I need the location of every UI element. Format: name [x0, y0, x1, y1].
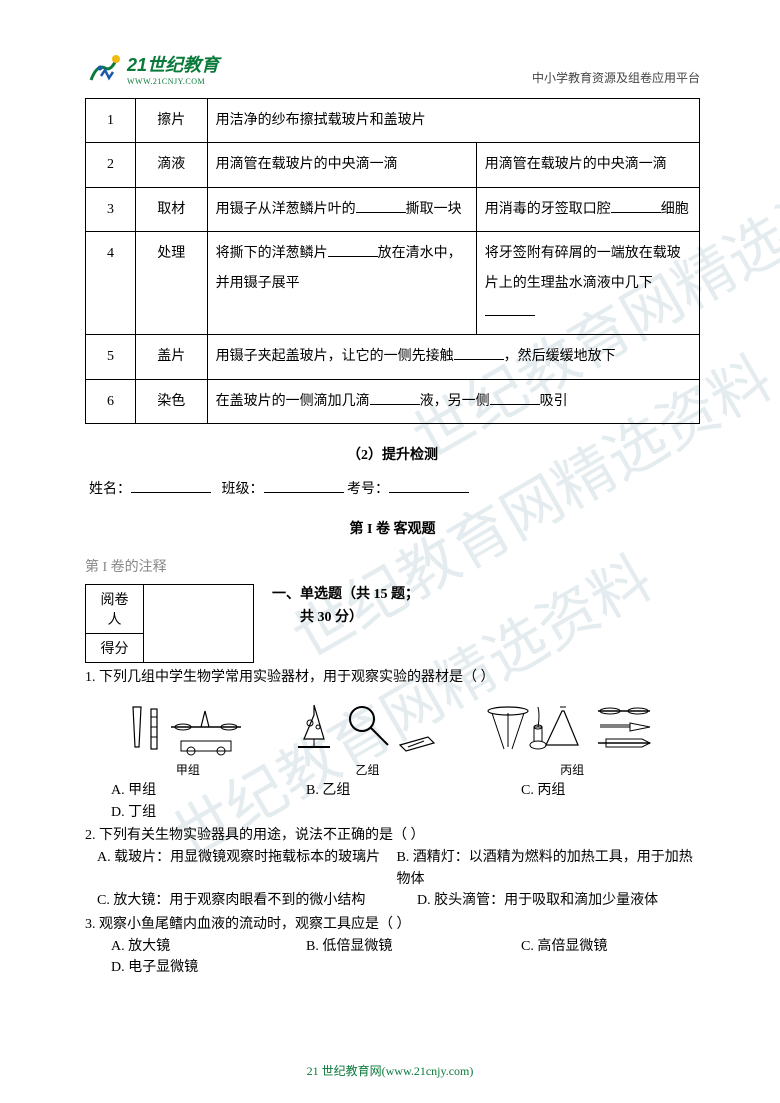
fill-blank[interactable] — [454, 346, 504, 360]
name-blank[interactable] — [131, 479, 211, 493]
step-desc-right: 用消毒的牙签取口腔细胞 — [476, 187, 699, 231]
score-value-cell[interactable] — [144, 585, 254, 663]
step-desc: 用洁净的纱布擦拭载玻片和盖玻片 — [207, 99, 699, 143]
id-label: 考号： — [347, 482, 389, 497]
paper-section-title: 第 I 卷 客观题 — [85, 518, 700, 538]
option-d[interactable]: D. 丁组 — [111, 802, 306, 824]
score-heading-block: 阅卷人 得分 一、单选题（共 15 题； 共 30 分） — [85, 584, 700, 663]
step-desc: 用镊子夹起盖玻片，让它的一侧先接触，然后缓缓地放下 — [207, 335, 699, 379]
option-a[interactable]: A. 放大镜 — [111, 936, 306, 958]
page-content: 21世纪教育 WWW.21CNJY.COM 中小学教育资源及组卷应用平台 1 擦… — [0, 0, 780, 1019]
heading-line: 一、单选题（共 15 题； — [272, 584, 419, 606]
header-platform-text: 中小学教育资源及组卷应用平台 — [532, 69, 700, 86]
question-1-options: A. 甲组 B. 乙组 C. 丙组 D. 丁组 — [85, 780, 700, 823]
step-number: 5 — [86, 335, 136, 379]
image-group-a: 甲组 — [123, 697, 253, 778]
option-b[interactable]: B. 酒精灯：以酒精为燃料的加热工具，用于加热物体 — [396, 847, 700, 890]
group-label: 丙组 — [560, 761, 584, 778]
score-label: 得分 — [86, 634, 144, 663]
name-label: 姓名： — [89, 482, 131, 497]
option-c[interactable]: C. 丙组 — [521, 780, 661, 802]
option-d[interactable]: D. 胶头滴管：用于吸取和滴加少量液体 — [417, 890, 658, 912]
question-1-images: 甲组 乙组 — [85, 697, 700, 778]
step-name: 取材 — [135, 187, 207, 231]
question-2: 2. 下列有关生物实验器具的用途，说法不正确的是（ ） — [85, 825, 700, 847]
grader-label: 阅卷人 — [86, 585, 144, 634]
option-d[interactable]: D. 电子显微镜 — [111, 957, 306, 979]
logo: 21世纪教育 WWW.21CNJY.COM — [85, 50, 219, 86]
step-number: 3 — [86, 187, 136, 231]
option-b[interactable]: B. 乙组 — [306, 780, 521, 802]
step-name: 处理 — [135, 232, 207, 335]
fill-blank[interactable] — [611, 199, 661, 213]
class-blank[interactable] — [264, 479, 344, 493]
step-desc-left: 将撕下的洋葱鳞片放在清水中，并用镊子展平 — [207, 232, 476, 335]
step-desc-left: 用镊子从洋葱鳞片叶的撕取一块 — [207, 187, 476, 231]
option-c[interactable]: C. 高倍显微镜 — [521, 936, 661, 958]
section-title: （2）提升检测 — [85, 444, 700, 464]
option-a[interactable]: A. 甲组 — [111, 780, 306, 802]
fill-blank[interactable] — [490, 391, 540, 405]
option-a[interactable]: A. 载玻片：用显微镜观察时拖载标本的玻璃片 — [97, 847, 396, 890]
table-row: 3 取材 用镊子从洋葱鳞片叶的撕取一块 用消毒的牙签取口腔细胞 — [86, 187, 700, 231]
step-number: 2 — [86, 143, 136, 187]
step-name: 盖片 — [135, 335, 207, 379]
fill-blank[interactable] — [328, 243, 378, 257]
logo-sub-text: WWW.21CNJY.COM — [127, 77, 219, 86]
logo-text: 21世纪教育 WWW.21CNJY.COM — [127, 51, 219, 86]
fill-blank[interactable] — [370, 391, 420, 405]
steps-table: 1 擦片 用洁净的纱布擦拭载玻片和盖玻片 2 滴液 用滴管在载玻片的中央滴一滴 … — [85, 98, 700, 424]
step-desc: 在盖玻片的一侧滴加几滴液，另一侧吸引 — [207, 379, 699, 423]
table-row: 阅卷人 — [86, 585, 254, 634]
group-label: 乙组 — [355, 761, 379, 778]
image-group-c: 丙组 — [482, 697, 662, 778]
step-name: 擦片 — [135, 99, 207, 143]
table-row: 4 处理 将撕下的洋葱鳞片放在清水中，并用镊子展平 将牙签附有碎屑的一端放在载玻… — [86, 232, 700, 335]
question-section-heading: 一、单选题（共 15 题； 共 30 分） — [272, 584, 419, 629]
group-label: 甲组 — [176, 761, 200, 778]
step-name: 滴液 — [135, 143, 207, 187]
page-header: 21世纪教育 WWW.21CNJY.COM 中小学教育资源及组卷应用平台 — [85, 50, 700, 86]
step-desc-right: 用滴管在载玻片的中央滴一滴 — [476, 143, 699, 187]
fill-blank[interactable] — [485, 302, 535, 316]
table-row: 2 滴液 用滴管在载玻片的中央滴一滴 用滴管在载玻片的中央滴一滴 — [86, 143, 700, 187]
id-blank[interactable] — [389, 479, 469, 493]
step-name: 染色 — [135, 379, 207, 423]
logo-icon — [85, 50, 123, 86]
table-row: 6 染色 在盖玻片的一侧滴加几滴液，另一侧吸引 — [86, 379, 700, 423]
score-table: 阅卷人 得分 — [85, 584, 254, 663]
question-1: 1. 下列几组中学生物学常用实验器材，用于观察实验的器材是（ ） — [85, 667, 700, 689]
question-2-options: A. 载玻片：用显微镜观察时拖载标本的玻璃片 B. 酒精灯：以酒精为燃料的加热工… — [85, 847, 700, 912]
logo-main-text: 21世纪教育 — [127, 51, 219, 77]
heading-line: 共 30 分） — [272, 607, 419, 629]
option-c[interactable]: C. 放大镜：用于观察肉眼看不到的微小结构 — [97, 890, 417, 912]
question-3: 3. 观察小鱼尾鳍内血液的流动时，观察工具应是（ ） — [85, 914, 700, 936]
fill-blank[interactable] — [356, 199, 406, 213]
class-label: 班级： — [222, 482, 264, 497]
step-desc-left: 用滴管在载玻片的中央滴一滴 — [207, 143, 476, 187]
section-note: 第 I 卷的注释 — [85, 556, 700, 576]
step-number: 6 — [86, 379, 136, 423]
option-b[interactable]: B. 低倍显微镜 — [306, 936, 521, 958]
table-row: 1 擦片 用洁净的纱布擦拭载玻片和盖玻片 — [86, 99, 700, 143]
step-desc-right: 将牙签附有碎屑的一端放在载玻片上的生理盐水滴液中几下 — [476, 232, 699, 335]
step-number: 1 — [86, 99, 136, 143]
step-number: 4 — [86, 232, 136, 335]
page-footer: 21 世纪教育网(www.21cnjy.com) — [0, 1062, 780, 1079]
student-info-line: 姓名： 班级： 考号： — [85, 478, 700, 498]
image-group-b: 乙组 — [292, 697, 442, 778]
question-3-options: A. 放大镜 B. 低倍显微镜 C. 高倍显微镜 D. 电子显微镜 — [85, 936, 700, 979]
table-row: 5 盖片 用镊子夹起盖玻片，让它的一侧先接触，然后缓缓地放下 — [86, 335, 700, 379]
